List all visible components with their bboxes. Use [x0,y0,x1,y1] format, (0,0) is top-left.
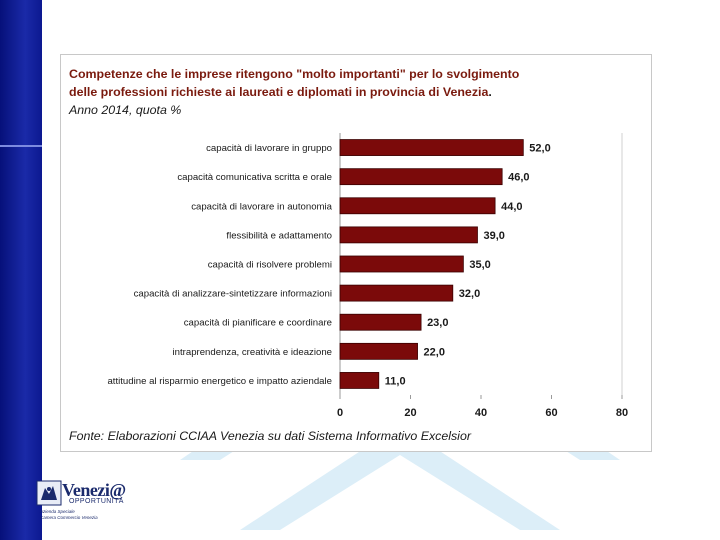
x-tick-label: 20 [404,407,416,419]
category-label: capacità di lavorare in autonomia [191,201,332,212]
bar [339,226,478,244]
chart-subtitle: Anno 2014, quota % [69,103,182,117]
x-tick-label: 0 [337,407,343,419]
bar [339,139,524,156]
slide-sidebar-bar [0,0,42,540]
logo-tagline-2: Camera Commercio Venezia [40,515,98,520]
category-label: attitudine al risparmio energetico e imp… [107,376,332,387]
category-label: intraprendenza, creatività e ideazione [173,347,332,358]
chart-source-note: Fonte: Elaborazioni CCIAA Venezia su dat… [69,429,471,443]
logo-name-text: Venezi@ [62,480,126,500]
x-tick-label: 60 [545,407,557,419]
bar [339,168,503,186]
category-label: capacità di lavorare in gruppo [206,143,332,154]
category-label: flessibilità e adattamento [226,230,332,241]
logo-tagline-1: Azienda Speciale [40,509,75,514]
data-label: 44,0 [501,201,522,213]
chart-title-line-1: Competenze che le imprese ritengono "mol… [69,67,520,81]
chart-title-period: . [488,85,492,99]
chart-title-line-2: delle professioni richieste ai laureati … [69,85,492,99]
logo-subtitle-text: OPPORTUNITÀ [69,498,124,505]
data-label: 32,0 [459,288,480,300]
bar [339,372,380,389]
data-label: 39,0 [483,230,504,242]
data-label: 35,0 [469,259,490,271]
data-label: 46,0 [508,172,529,184]
category-label: capacità comunicativa scritta e orale [177,172,332,183]
bar [339,342,418,360]
data-label: 11,0 [385,375,406,387]
chart-panel: Competenze che le imprese ritengono "mol… [60,54,652,452]
x-tick-label: 40 [475,407,487,419]
data-label: 52,0 [529,143,550,155]
chart-title-line-2-text: delle professioni richieste ai laureati … [69,85,489,99]
category-label: capacità di pianificare e coordinare [184,318,332,329]
venezia-opportunita-logo: Venezi@ OPPORTUNITÀ Azienda Speciale Cam… [36,478,128,522]
bar [339,313,422,331]
bar [339,197,496,215]
data-label: 22,0 [424,346,445,358]
data-label: 23,0 [427,317,448,329]
bar [339,255,464,273]
bar-chart: capacità di lavorare in gruppo 52,0 capaci… [107,133,628,419]
logo-lion-icon [36,480,62,506]
sidebar-accent-line [0,145,42,147]
category-label: capacità di analizzare-sintetizzare info… [134,289,332,300]
category-label: capacità di risolvere problemi [208,260,332,271]
x-tick-label: 80 [616,407,628,419]
bar [339,284,454,302]
